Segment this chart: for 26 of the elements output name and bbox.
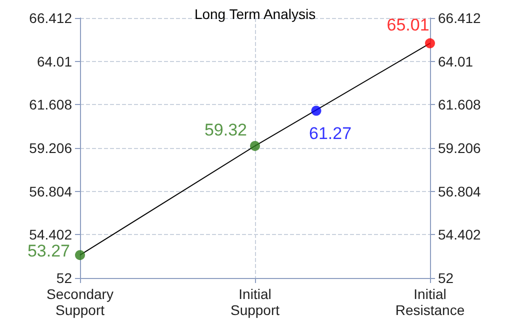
y2-tick-label: 59.206 — [438, 140, 482, 156]
data-label: 61.27 — [308, 124, 352, 143]
y2-tick-label: 52 — [438, 270, 454, 286]
y-tick-label: 64.01 — [36, 53, 72, 70]
y2-tick-label: 66.412 — [438, 10, 482, 26]
data-label: 53.27 — [27, 242, 70, 261]
point — [75, 250, 85, 260]
x-tick-label: Secondary Support — [46, 286, 114, 318]
y-tick-label: 56.804 — [29, 183, 72, 200]
y-tick-label: 61.608 — [29, 96, 72, 113]
x-tick-label: Initial Support — [230, 286, 280, 318]
point — [311, 106, 322, 116]
y2-tick-label: 64.01 — [438, 53, 474, 70]
chart-title: Long Term Analysis — [194, 6, 316, 22]
y-tick-label: 54.402 — [29, 226, 72, 243]
point — [250, 140, 260, 151]
y2-tick-label: 61.608 — [438, 96, 482, 113]
data-label: 65.01 — [386, 15, 430, 34]
y-tick-label: 66.412 — [29, 10, 72, 26]
point — [425, 38, 435, 48]
data-label: 59.32 — [204, 120, 247, 140]
y2-tick-label: 56.804 — [438, 183, 482, 200]
x-tick-label: Initial Resistance — [395, 286, 465, 318]
y-tick-label: 59.206 — [29, 140, 72, 156]
y2-tick-label: 54.402 — [438, 226, 482, 243]
y-tick-label: 52 — [56, 270, 72, 286]
